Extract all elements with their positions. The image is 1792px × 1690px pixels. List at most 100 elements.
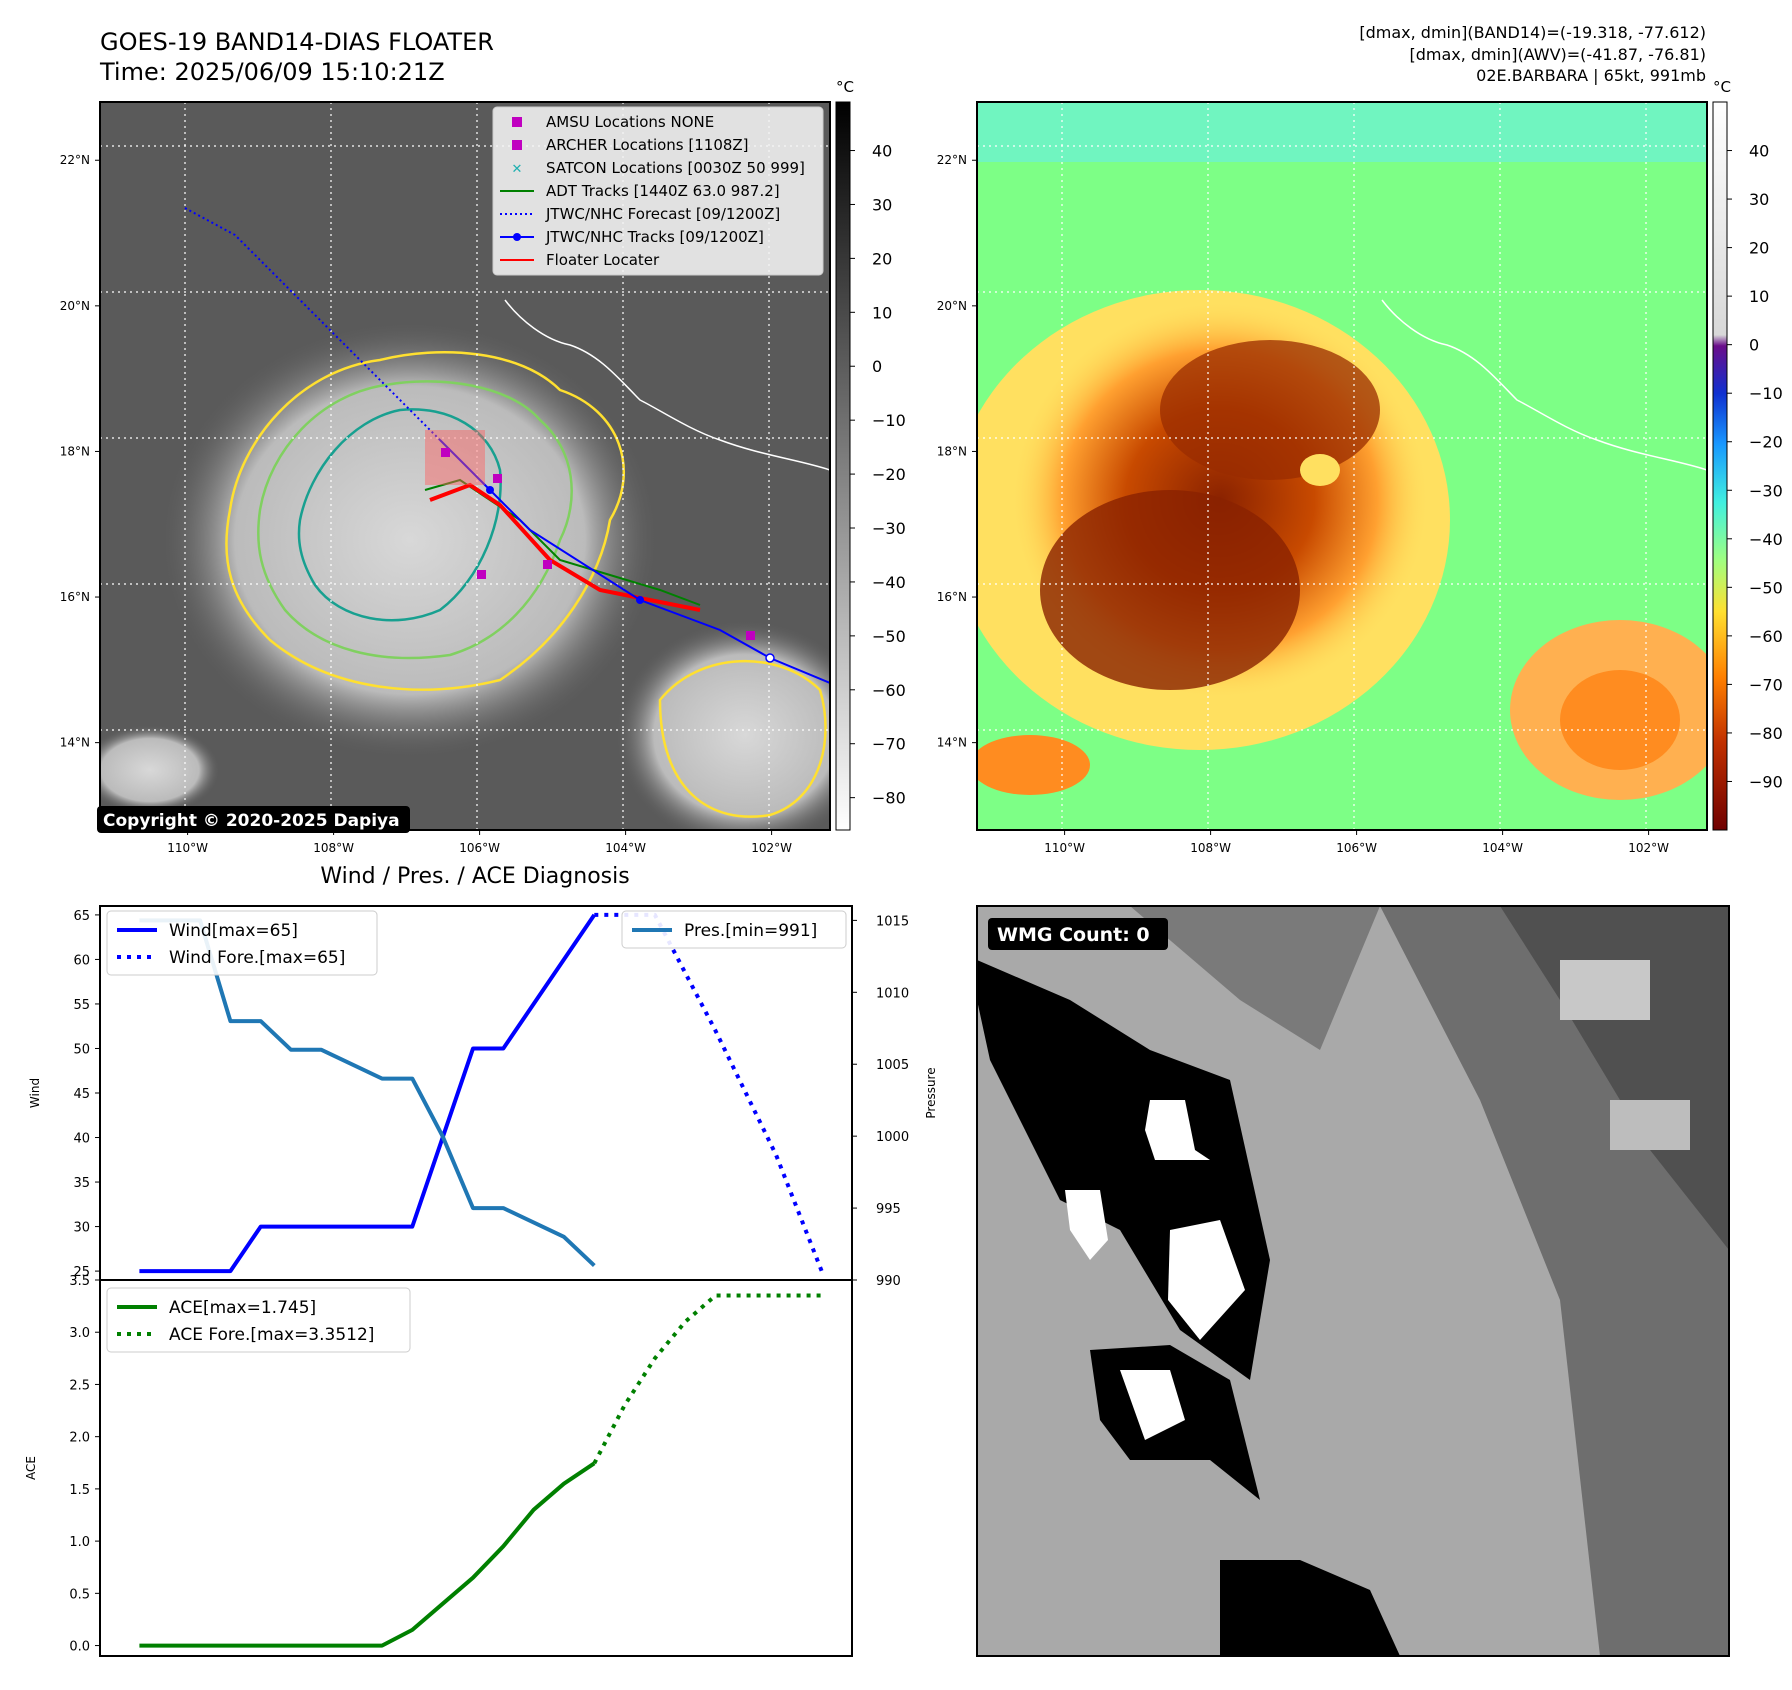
wmg-darker-band [1500, 906, 1729, 1250]
chart-legend: Wind[max=65] Wind Fore.[max=65] [106, 910, 378, 976]
lon-tick-label: 102°W [1628, 841, 1669, 855]
colorbar-tick-label: −70 [1749, 675, 1783, 694]
chart-legend-label: Wind Fore.[max=65] [169, 948, 345, 968]
awv-map-frame [976, 101, 1708, 831]
legend-label: JTWC/NHC Tracks [09/1200Z] [545, 228, 764, 246]
wmg-white-region-3 [1168, 1220, 1245, 1340]
lat-tick-label: 20°N [937, 299, 967, 313]
awv-top-band [977, 102, 1707, 162]
y-tick-label: 50 [73, 1042, 90, 1057]
bt-legend: AMSU Locations NONE ARCHER Locations [110… [492, 106, 824, 276]
legend-entry: ADT Tracks [1440Z 63.0 987.2] [500, 182, 780, 200]
archer-location-marker [493, 474, 502, 483]
lon-tick-label: 108°W [1190, 841, 1231, 855]
y-tick-label: 40 [73, 1132, 90, 1147]
legend-label: ARCHER Locations [1108Z] [546, 136, 749, 154]
lat-tick-label: 22°N [60, 153, 90, 167]
colorbar-tick-label: −60 [872, 681, 906, 700]
forecast-track-dotted [184, 207, 441, 441]
colorbar-tick-label: 10 [872, 303, 892, 322]
chart-legend: ACE[max=1.745] ACE Fore.[max=3.3512] [106, 1287, 411, 1353]
y-right-tick-label: 995 [876, 1202, 901, 1217]
lon-tick-label: 104°W [605, 841, 646, 855]
bt-contour-east [658, 659, 827, 818]
wmg-white-region-4 [1120, 1370, 1185, 1440]
colorbar-tick-label: 40 [872, 142, 892, 161]
bt-map-axes: 110°W 108°W 106°W 104°W 102°W 14°N 16°N 18°N 20°… [60, 153, 792, 855]
colorbar-tick-label: 40 [1749, 142, 1769, 161]
lat-tick-label: 20°N [60, 299, 90, 313]
colorbar-tick-label: −40 [872, 573, 906, 592]
y-tick-label: 25 [73, 1265, 90, 1280]
lon-tick-label: 106°W [1336, 841, 1377, 855]
y-tick-label: 2.5 [69, 1378, 90, 1393]
legend-label: JTWC/NHC Forecast [09/1200Z] [545, 205, 780, 223]
wmg-count-box [988, 918, 1168, 950]
lon-tick-label: 110°W [167, 841, 208, 855]
y-tick-label: 35 [73, 1176, 90, 1191]
legend-entry: ARCHER Locations [1108Z] [512, 136, 749, 154]
awv-colorbar-ticks: 40 30 20 10 0 −10 −20 −30 −40 −50 −60 −70 −80 −90 [1727, 142, 1783, 791]
lat-tick-label: 16°N [937, 590, 967, 604]
bt-coastline [504, 299, 830, 471]
series-line-wind [139, 913, 596, 1274]
legend-marker-cross: ✕ [512, 162, 523, 177]
wmg-gray-block [1560, 960, 1650, 1020]
legend-label: Floater Locater [546, 251, 660, 269]
legend-label: SATCON Locations [0030Z 50 999] [546, 159, 805, 177]
colorbar-tick-label: 10 [1749, 287, 1769, 306]
chart-legend-label: Wind[max=65] [169, 921, 298, 941]
awv-colorbar-unit: °C [1713, 78, 1731, 96]
legend-entry: Floater Locater [500, 251, 660, 269]
colorbar-tick-label: −40 [1749, 530, 1783, 549]
legend-entry: JTWC/NHC Tracks [09/1200Z] [500, 228, 764, 246]
awv-colorbar [1712, 101, 1728, 831]
wmg-gray-block [1610, 1100, 1690, 1150]
colorbar-tick-label: −70 [872, 735, 906, 754]
chart-legend: Pres.[min=991] [621, 910, 847, 949]
figure-time: Time: 2025/06/09 15:10:21Z [99, 58, 445, 86]
lon-tick-label: 102°W [751, 841, 792, 855]
bt-colorbar-ticks: 40 30 20 10 0 −10 −20 −30 −40 −50 −60 −70 −80 [850, 142, 906, 808]
ace-axis-label: ACE [24, 1456, 38, 1480]
y-tick-label: 3.0 [69, 1326, 90, 1341]
bt-contour-outer [225, 350, 625, 691]
info-storm: 02E.BARBARA | 65kt, 991mb [1476, 66, 1706, 85]
wmg-frame [976, 905, 1730, 1657]
chart-legend-label: ACE Fore.[max=3.3512] [169, 1325, 374, 1345]
y-right-tick-label: 1000 [876, 1130, 909, 1145]
archer-location-marker [746, 631, 755, 640]
awv-map-axes: 110°W 108°W 106°W 104°W 102°W 14°N 16°N 18°N 20°… [937, 153, 1669, 855]
y-tick-label: 45 [73, 1087, 90, 1102]
y-tick-label: 1.0 [69, 1535, 90, 1550]
lat-tick-label: 18°N [937, 444, 967, 458]
lat-tick-label: 16°N [60, 590, 90, 604]
legend-label: AMSU Locations NONE [546, 113, 714, 131]
lat-tick-label: 18°N [60, 444, 90, 458]
lon-tick-label: 110°W [1044, 841, 1085, 855]
y-tick-label: 0.5 [69, 1587, 90, 1602]
wmg-mid-band [1130, 906, 1380, 1050]
awv-map-panel: 110°W 108°W 106°W 104°W 102°W 14°N 16°N 18°N 20°… [937, 78, 1783, 855]
legend-entry: JTWC/NHC Forecast [09/1200Z] [500, 205, 780, 223]
y-right-tick-label: 990 [876, 1274, 901, 1289]
floater-box [425, 430, 485, 485]
pressure-axis-label: Pressure [924, 1067, 938, 1118]
y-tick-label: 65 [73, 909, 90, 924]
archer-location-marker [543, 560, 552, 569]
best-track-point [765, 653, 775, 663]
lon-tick-label: 104°W [1482, 841, 1523, 855]
copyright-text: Copyright © 2020-2025 Dapiya [103, 811, 400, 831]
best-track-point [486, 486, 494, 494]
ace-chart: 0.00.51.01.52.02.53.03.5ACE[max=1.745]AC… [24, 1274, 853, 1657]
y-tick-label: 60 [73, 953, 90, 968]
archer-location-marker [477, 570, 486, 579]
info-band14: [dmax, dmin](BAND14)=(-19.318, -77.612) [1359, 23, 1706, 42]
lat-tick-label: 14°N [60, 736, 90, 750]
awv-gridlines [977, 102, 1707, 830]
y-tick-label: 3.5 [69, 1274, 90, 1289]
y-tick-label: 2.0 [69, 1431, 90, 1446]
colorbar-tick-label: −80 [1749, 724, 1783, 743]
bt-colorbar-unit: °C [836, 78, 854, 96]
lat-tick-label: 14°N [937, 736, 967, 750]
